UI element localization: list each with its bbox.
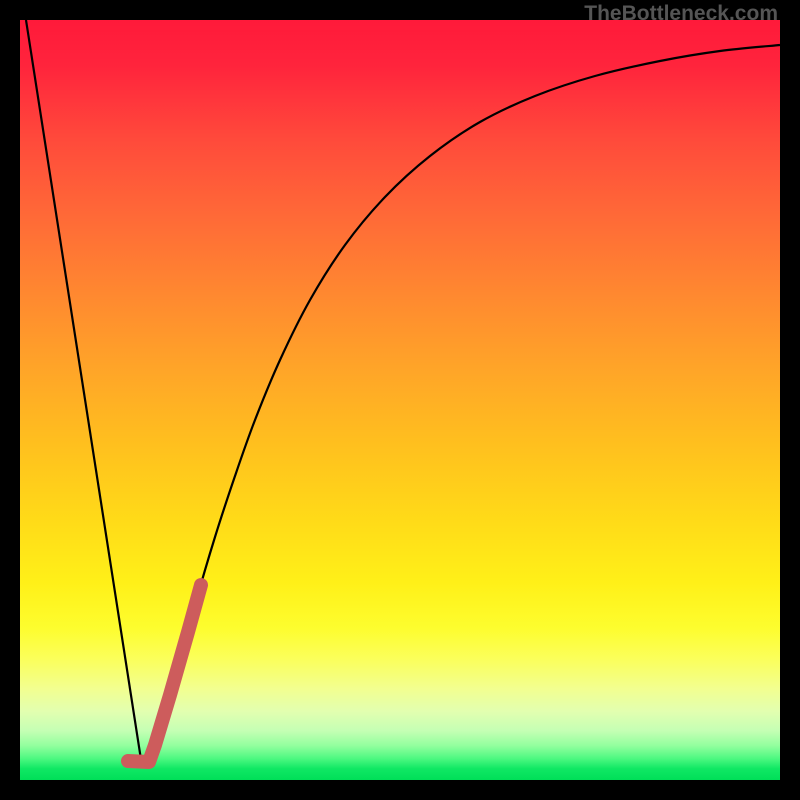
curves-layer [20,20,780,780]
left-descending-line [26,20,142,766]
watermark-text: TheBottleneck.com [584,2,778,26]
highlight-segment [128,585,201,762]
right-rising-curve [151,45,780,767]
chart-container [20,20,780,780]
